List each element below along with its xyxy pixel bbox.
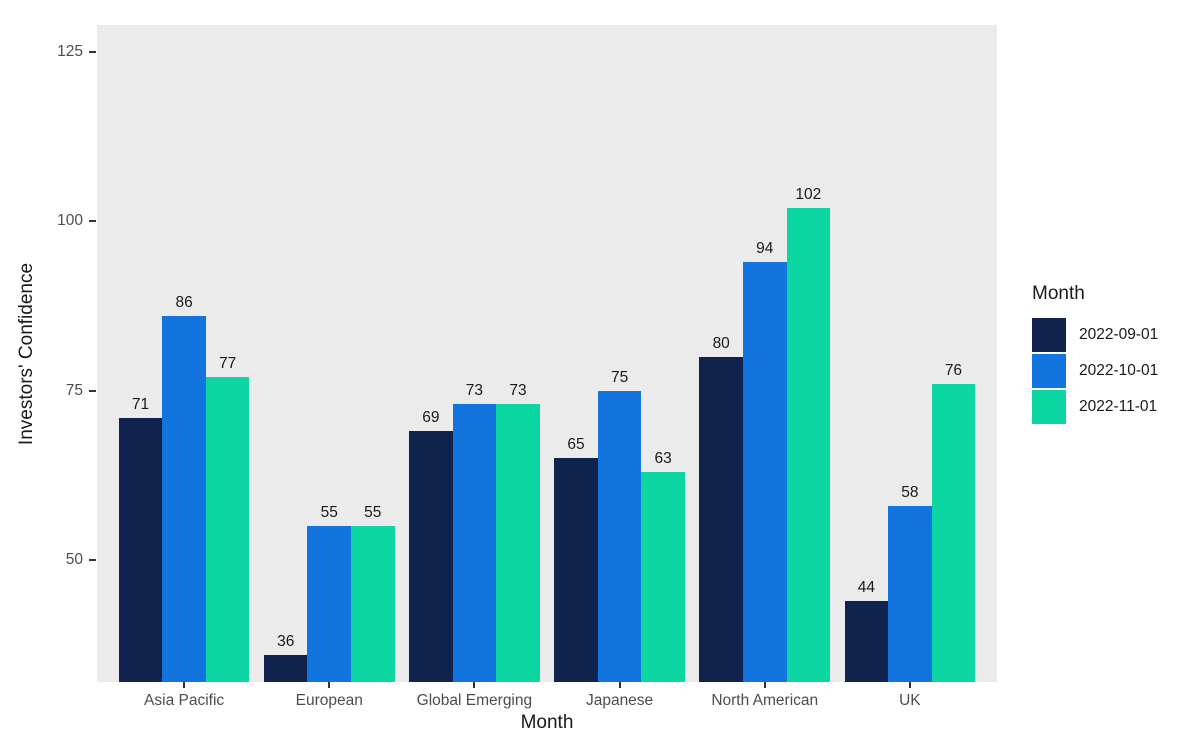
- bar-2022-11-01-european: [351, 526, 395, 682]
- bar-value-label: 102: [795, 185, 822, 203]
- x-tick-mark: [473, 682, 476, 688]
- x-tick-label-japanese: Japanese: [585, 692, 654, 709]
- bar-value-label: 44: [857, 578, 875, 596]
- legend-item: 2022-09-01: [1032, 318, 1158, 352]
- y-tick-label: 50: [65, 551, 83, 569]
- bar-value-label: 94: [756, 240, 774, 258]
- x-tick-mark: [618, 682, 621, 688]
- bar-2022-11-01-north-american: [786, 207, 831, 682]
- y-tick-label: 125: [57, 43, 83, 61]
- legend-item: 2022-10-01: [1032, 354, 1158, 388]
- x-tick-mark: [328, 682, 331, 688]
- bar-value-label: 75: [610, 368, 629, 386]
- y-axis-title-column: Investors' Confidence: [12, 25, 42, 682]
- bar-value-label: 58: [901, 483, 919, 501]
- bar-value-label: 86: [175, 294, 193, 312]
- bar-2022-09-01-north-american: [699, 356, 743, 682]
- bar-2022-10-01-japanese: [597, 390, 642, 682]
- bar-2022-09-01-global-emerging: [409, 431, 453, 682]
- bar-2022-09-01-japanese: [554, 458, 598, 682]
- y-tick-mark: [89, 389, 96, 392]
- x-tick-mark: [908, 682, 911, 688]
- bar-2022-09-01-european: [263, 654, 308, 682]
- bar-2022-09-01-asia-pacific: [118, 417, 163, 682]
- bar-2022-11-01-asia-pacific: [205, 377, 250, 682]
- bar-value-label: 80: [712, 334, 730, 352]
- y-tick-mark: [89, 51, 96, 54]
- y-tick-mark: [89, 220, 96, 223]
- bar-2022-10-01-uk: [888, 505, 932, 682]
- bar-2022-10-01-global-emerging: [452, 404, 497, 682]
- legend-key-swatch: [1032, 318, 1066, 352]
- bar-2022-11-01-japanese: [641, 472, 685, 682]
- bar-2022-10-01-european: [307, 526, 352, 682]
- bar-value-label: 73: [465, 382, 484, 400]
- bar-2022-10-01-asia-pacific: [162, 316, 206, 682]
- legend-key-swatch: [1032, 390, 1066, 424]
- x-tick-label-european: European: [295, 692, 363, 709]
- bar-value-label: 55: [364, 504, 382, 522]
- bar-value-label: 55: [320, 504, 338, 522]
- y-tick-label: 75: [65, 381, 83, 399]
- bar-value-label: 71: [131, 395, 150, 413]
- legend-item-label: 2022-11-01: [1079, 398, 1158, 415]
- bar-value-label: 65: [567, 436, 585, 454]
- y-tick-label: 100: [57, 212, 83, 230]
- legend-title: Month: [1032, 283, 1085, 304]
- bar-value-label: 73: [509, 382, 527, 400]
- bar-value-label: 36: [277, 632, 295, 650]
- y-axis-title: Investors' Confidence: [16, 262, 37, 445]
- bar-value-label: 63: [654, 450, 672, 468]
- x-axis-title: Month: [520, 712, 574, 733]
- plot-panel: 71 86 77 36 55 55 69 73 73 65 75 63 80 94 102 44 58 76: [97, 25, 997, 682]
- x-tick-mark: [183, 682, 186, 688]
- legend-item: 2022-11-01: [1032, 390, 1158, 424]
- x-tick-label-north-american: North American: [711, 692, 819, 709]
- bar-2022-10-01-north-american: [742, 262, 787, 682]
- legend-key-swatch: [1032, 354, 1066, 388]
- bar-value-label: 69: [422, 409, 440, 427]
- x-tick-mark: [763, 682, 766, 688]
- bar-value-label: 76: [944, 361, 963, 379]
- x-tick-label-asia-pacific: Asia Pacific: [144, 692, 225, 709]
- legend-item-label: 2022-09-01: [1079, 326, 1159, 343]
- x-tick-label-uk: UK: [899, 692, 921, 709]
- legend: Month 2022-09-01 2022-10-01 2022-11-01: [1032, 283, 1158, 426]
- bar-2022-11-01-global-emerging: [496, 404, 540, 682]
- legend-items: 2022-09-01 2022-10-01 2022-11-01: [1032, 318, 1158, 424]
- bar-value-label: 77: [219, 355, 237, 373]
- bar-2022-11-01-uk: [931, 383, 976, 682]
- legend-item-label: 2022-10-01: [1079, 362, 1159, 379]
- y-tick-mark: [89, 559, 96, 562]
- x-tick-label-global-emerging: Global Emerging: [416, 692, 533, 709]
- bar-2022-09-01-uk: [844, 600, 889, 682]
